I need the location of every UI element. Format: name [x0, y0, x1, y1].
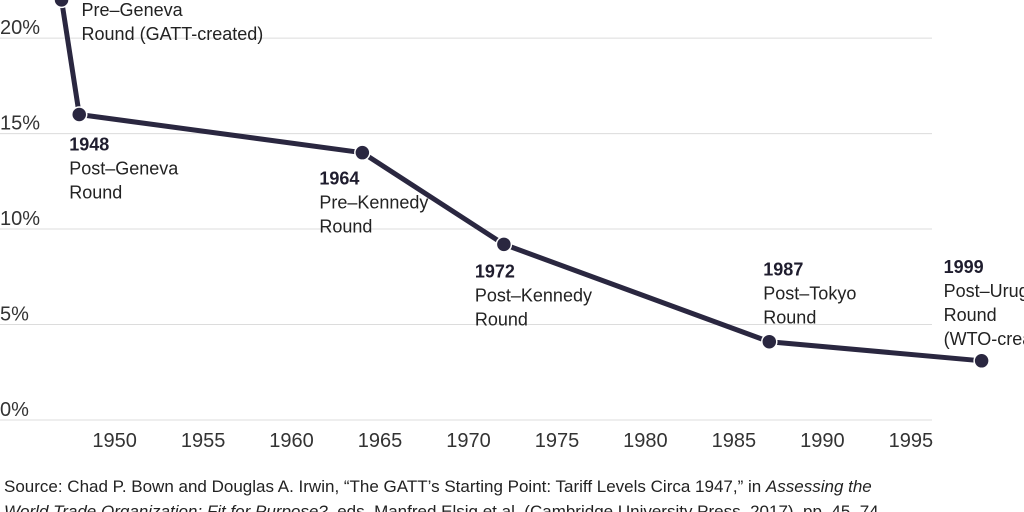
annotation-text-line: Post–Kennedy — [475, 285, 592, 305]
data-points — [53, 0, 990, 370]
annotation-text-line: (WTO-created) — [944, 329, 1024, 349]
annotation-year: 1964 — [319, 169, 359, 189]
source-book-title-2: World Trade Organization: Fit for Purpos… — [4, 502, 328, 512]
annotation-1948: 1948 Post–Geneva Round — [69, 134, 179, 202]
annotation-1987: 1987 Post–Tokyo Round — [763, 260, 856, 328]
y-tick-label-20: 20% — [0, 17, 40, 39]
data-point-1947 — [53, 0, 70, 9]
source-note: Source: Chad P. Bown and Douglas A. Irwi… — [4, 474, 1014, 512]
annotation-text-line: Post–Tokyo — [763, 284, 856, 304]
series-line-group — [59, 0, 985, 364]
annotation-text-line: Round — [763, 308, 816, 328]
source-prefix: Source: Chad P. Bown and Douglas A. Irwi… — [4, 477, 766, 496]
source-book-title-1: Assessing the — [765, 477, 872, 496]
gridlines — [0, 37, 932, 421]
x-tick-label-1960: 1960 — [269, 430, 314, 452]
x-tick-label-1990: 1990 — [800, 430, 845, 452]
x-tick-label-1970: 1970 — [446, 430, 491, 452]
y-tick-label-0: 0% — [0, 399, 29, 421]
x-tick-label-1995: 1995 — [889, 430, 934, 452]
x-tick-label-1980: 1980 — [623, 430, 668, 452]
y-tick-label-5: 5% — [0, 304, 29, 326]
x-axis-tick-labels: 1950 1955 1960 1965 1970 1975 1980 1985 1990 1995 — [92, 430, 933, 452]
annotation-text-line: Round (GATT-created) — [82, 24, 264, 44]
tariff-line-chart: 0%5%10%15%20% 1950 1955 1960 1965 1970 1975 19… — [0, 0, 1024, 452]
annotation-1964: 1964 Pre–Kennedy Round — [319, 169, 428, 237]
data-point-1999 — [973, 352, 990, 370]
annotation-1972: 1972 Post–Kennedy Round — [475, 261, 592, 329]
data-point-1964 — [354, 144, 371, 161]
annotation-text-line: Post–Uruguay — [944, 281, 1024, 301]
annotation-text-line: Pre–Geneva — [82, 0, 184, 20]
annotation-text-line: Round — [319, 217, 372, 237]
annotation-text-line: Pre–Kennedy — [319, 193, 428, 213]
series-line — [59, 0, 985, 364]
y-tick-label-15: 15% — [0, 113, 40, 135]
source-suffix: , eds. Manfred Elsig et al. (Cambridge U… — [327, 502, 884, 512]
annotation-text-line: Round — [475, 309, 528, 329]
data-point-1987 — [761, 333, 778, 350]
annotation-year: 1948 — [69, 134, 109, 154]
x-tick-label-1955: 1955 — [181, 430, 226, 452]
data-point-1972 — [495, 236, 513, 253]
x-tick-label-1985: 1985 — [712, 430, 757, 452]
y-tick-label-10: 10% — [0, 208, 40, 230]
annotation-1999: 1999 Post–Uruguay Round (WTO-created) — [944, 257, 1024, 349]
x-tick-label-1950: 1950 — [92, 430, 137, 452]
annotation-text-line: Round — [944, 305, 997, 325]
annotation-text-line: Round — [69, 182, 122, 202]
data-point-1948 — [70, 106, 88, 123]
annotation-year: 1987 — [763, 260, 803, 280]
annotation-year: 1999 — [944, 257, 984, 277]
annotation-text-line: Post–Geneva — [69, 158, 179, 178]
annotation-year: 1972 — [475, 261, 515, 281]
x-tick-label-1965: 1965 — [358, 430, 403, 452]
y-axis-tick-labels: 0% 5% 10% 15% 20% — [0, 17, 40, 421]
x-tick-label-1975: 1975 — [535, 430, 580, 452]
